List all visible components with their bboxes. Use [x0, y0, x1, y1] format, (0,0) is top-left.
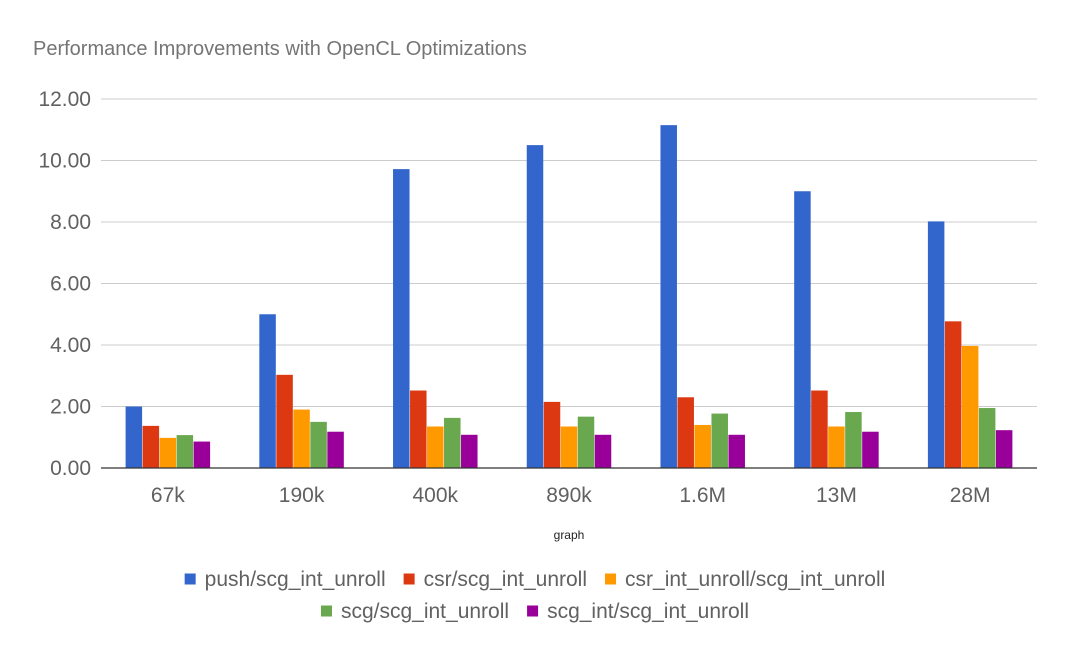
- bar: [125, 406, 143, 468]
- y-tick-label: 0.00: [50, 457, 91, 480]
- bar: [577, 416, 595, 468]
- bar: [811, 390, 828, 468]
- x-tick-label: 400k: [413, 484, 459, 507]
- y-tick-label: 2.00: [50, 396, 91, 419]
- bar: [293, 409, 310, 468]
- legend-item: scg_int/scg_int_unroll: [527, 600, 749, 623]
- bar: [927, 221, 945, 468]
- bar: [193, 441, 211, 468]
- bar: [594, 434, 612, 468]
- bar: [427, 426, 444, 468]
- x-tick-label: 890k: [546, 484, 592, 507]
- bar: [444, 417, 461, 468]
- legend-item: push/scg_int_unroll: [184, 568, 386, 591]
- y-tick-label: 8.00: [50, 211, 91, 234]
- legend-item: csr/scg_int_unroll: [403, 568, 587, 591]
- x-tick-label: 190k: [279, 484, 325, 507]
- bar: [677, 397, 694, 468]
- bar: [461, 434, 478, 468]
- legend-item: scg/scg_int_unroll: [320, 600, 509, 623]
- bar: [845, 412, 862, 468]
- bars: [125, 125, 1013, 469]
- y-tick-label: 10.00: [38, 150, 91, 173]
- legend-label: scg/scg_int_unroll: [341, 600, 509, 623]
- bar: [694, 424, 711, 468]
- bar: [728, 434, 745, 468]
- bar: [961, 345, 979, 468]
- x-tick-label: 13M: [816, 484, 857, 507]
- x-axis-label: graph: [554, 528, 585, 542]
- bar: [543, 401, 561, 468]
- bar: [393, 169, 410, 469]
- bar: [310, 421, 327, 468]
- legend-swatch: [527, 605, 539, 617]
- bar: [944, 321, 962, 468]
- legend-item: csr_int_unroll/scg_int_unroll: [605, 568, 885, 591]
- bar: [862, 431, 879, 468]
- bar: [159, 437, 177, 468]
- x-tick-label: 1.6M: [679, 484, 726, 507]
- x-tick-label: 67k: [151, 484, 185, 507]
- gridlines: [101, 98, 1037, 407]
- bar: [794, 191, 811, 468]
- bar: [978, 408, 996, 468]
- bar: [526, 145, 544, 468]
- bar: [142, 425, 160, 468]
- bar: [828, 426, 845, 468]
- bar: [560, 426, 578, 468]
- x-tick-label: 28M: [950, 484, 991, 507]
- y-axis-ticks: 0.00 2.00 4.00 6.00 8.00 10.00 12.00: [38, 88, 91, 480]
- bar: [660, 125, 677, 468]
- y-tick-label: 6.00: [50, 273, 91, 296]
- chart-title: Performance Improvements with OpenCL Opt…: [33, 38, 527, 60]
- legend: push/scg_int_unroll csr/scg_int_unroll csr…: [184, 568, 885, 623]
- bar: [327, 431, 344, 468]
- y-tick-label: 12.00: [38, 88, 91, 111]
- bar: [410, 390, 427, 468]
- bar: [259, 314, 276, 468]
- legend-swatch: [605, 573, 617, 585]
- legend-swatch: [320, 605, 332, 617]
- legend-swatch: [184, 573, 196, 585]
- bar: [176, 435, 194, 468]
- legend-swatch: [403, 573, 415, 585]
- legend-label: push/scg_int_unroll: [205, 568, 386, 591]
- legend-label: csr/scg_int_unroll: [424, 568, 587, 591]
- x-axis-ticks: 67k 190k 400k 890k 1.6M 13M 28M: [151, 484, 991, 507]
- y-tick-label: 4.00: [50, 334, 91, 357]
- bar: [276, 374, 293, 468]
- legend-label: scg_int/scg_int_unroll: [547, 600, 749, 623]
- legend-label: csr_int_unroll/scg_int_unroll: [625, 568, 885, 591]
- bar: [711, 413, 728, 468]
- bar: [995, 430, 1013, 468]
